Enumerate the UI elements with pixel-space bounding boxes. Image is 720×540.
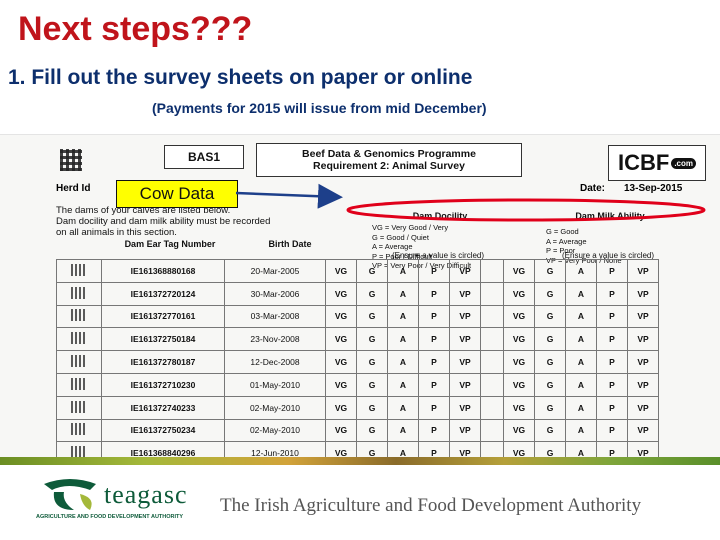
table-row: IE161372750234 02-May-2010 VG G A P VP VG G A P VP <box>56 418 659 443</box>
authority-title: The Irish Agriculture and Food Developme… <box>220 495 642 516</box>
docility-ensure-note: (Ensure a value is circled) <box>392 251 485 260</box>
legend-line: P = Poor <box>546 246 576 255</box>
legend-line: A = Average <box>546 236 587 246</box>
highlight-ellipse <box>346 198 706 222</box>
table-row: IE161372710230 01-May-2010 VG G A P VP VG G A P VP <box>56 372 659 397</box>
bullet-point-1: 1. Fill out the survey sheets on paper o… <box>8 66 473 89</box>
teagasc-wordmark: teagasc <box>104 480 188 509</box>
milk-ensure-note: (Ensure a value is circled) <box>562 251 655 260</box>
col-milk-header: Dam Milk Ability <box>575 211 645 221</box>
legend-line: G = Good <box>546 227 579 236</box>
callout-arrow <box>235 183 343 209</box>
row-qr-icon <box>56 395 102 420</box>
survey-sheet-scan: BAS1 Beef Data & Genomics Programme Requ… <box>0 134 720 459</box>
table-row: IE161372780187 12-Dec-2008 VG G A P VP VG G A P VP <box>56 350 659 374</box>
intro-line-2: Dam docility and dam milk ability must b… <box>56 216 271 227</box>
milk-score-option[interactable]: VP <box>627 441 659 459</box>
legend-line: A = Average <box>372 242 413 251</box>
cow-data-callout: Cow Data <box>116 180 238 208</box>
icbf-logo-suffix: .com <box>671 157 696 169</box>
table-row: IE161372740233 02-May-2010 VG G A P VP VG G A P VP <box>56 395 659 420</box>
teagasc-tagline: AGRICULTURE AND FOOD DEVELOPMENT AUTHORI… <box>36 514 184 520</box>
qr-code-icon <box>60 149 82 171</box>
icbf-logo: ICBF .com <box>608 145 706 181</box>
sheet-intro: The dams of your calves are listed below… <box>56 205 346 238</box>
icbf-logo-text: ICBF <box>618 150 670 175</box>
col-birth-header: Birth Date <box>268 239 312 249</box>
col-docility-header: Dam Docility <box>412 211 468 221</box>
table-row: IE161372750184 23-Nov-2008 VG G A P VP VG G A P VP <box>56 327 659 352</box>
footer-stripe <box>0 457 720 465</box>
legend-line: VG = Very Good / Very <box>372 223 449 232</box>
dam-survey-table: IE161368880168 20-Mar-2005 VG G A P VP VG G A P VP I… <box>56 259 659 459</box>
date-label: Date: <box>580 183 606 194</box>
intro-line-3: on all animals in this section. <box>56 227 177 238</box>
legend-line: P = Poor / Difficult <box>372 251 432 261</box>
payment-note: (Payments for 2015 will issue from mid D… <box>152 100 487 116</box>
teagasc-logo-icon <box>44 479 96 510</box>
requirement-title: Requirement 2: Animal Survey <box>313 160 465 172</box>
programme-title: Beef Data & Genomics Programme <box>302 148 476 160</box>
herd-id-label: Herd Id <box>56 183 91 194</box>
row-qr-icon <box>56 372 102 397</box>
legend-line: G = Good / Quiet <box>372 232 429 242</box>
slide-title: Next steps??? <box>18 10 253 48</box>
intro-line-1: The dams of your calves are listed below… <box>56 205 231 216</box>
form-code: BAS1 <box>164 145 244 169</box>
date-value: 13-Sep-2015 <box>624 183 683 194</box>
row-qr-icon <box>56 304 102 329</box>
programme-header: Beef Data & Genomics Programme Requireme… <box>256 143 522 177</box>
col-tag-header: Dam Ear Tag Number <box>124 239 216 249</box>
table-row: IE161368840296 12-Jun-2010 VG G A P VP VG G A P VP <box>56 441 659 459</box>
table-row: IE161368880168 20-Mar-2005 VG G A P VP VG G A P VP <box>56 259 659 283</box>
footer <box>0 465 720 540</box>
